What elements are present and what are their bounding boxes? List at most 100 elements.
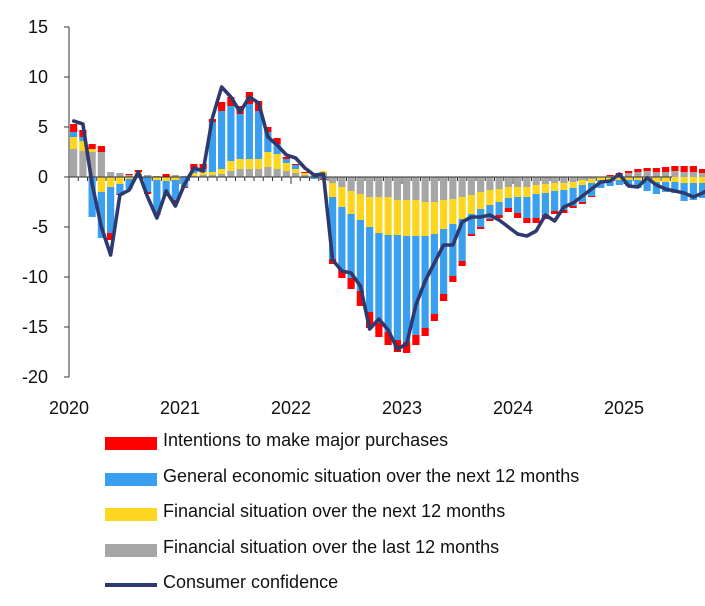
legend-label-consumer-confidence: Consumer confidence: [163, 572, 339, 592]
bar-intentions-to-make-major-purchases-58: [606, 175, 614, 176]
bar-financial-situation-over-the-last-12-months-49: [523, 177, 531, 187]
bar-financial-situation-over-the-next-12-months-67: [689, 177, 697, 183]
bar-general-economic-situation-over-the-next-12-months-11: [171, 180, 179, 200]
bar-financial-situation-over-the-last-12-months-68: [699, 173, 705, 177]
bar-financial-situation-over-the-next-12-months-46: [495, 189, 503, 202]
bar-financial-situation-over-the-last-12-months-66: [680, 172, 688, 177]
bar-financial-situation-over-the-next-12-months-28: [329, 183, 337, 197]
bar-intentions-to-make-major-purchases-54: [569, 206, 577, 208]
bar-financial-situation-over-the-last-12-months-19: [245, 169, 253, 177]
bar-general-economic-situation-over-the-next-12-months-26: [310, 177, 318, 179]
bar-financial-situation-over-the-next-12-months-51: [541, 184, 549, 193]
bar-intentions-to-make-major-purchases-33: [375, 323, 383, 337]
bar-general-economic-situation-over-the-next-12-months-9: [153, 180, 161, 212]
bar-financial-situation-over-the-next-12-months-4: [107, 177, 115, 187]
bar-financial-situation-over-the-last-12-months-37: [412, 177, 420, 200]
bar-financial-situation-over-the-next-12-months-5: [116, 177, 124, 184]
bar-intentions-to-make-major-purchases-67: [689, 166, 697, 172]
bar-financial-situation-over-the-next-12-months-11: [171, 177, 179, 180]
bar-financial-situation-over-the-next-12-months-30: [347, 191, 355, 214]
bar-general-economic-situation-over-the-next-12-months-21: [264, 132, 272, 152]
bar-intentions-to-make-major-purchases-63: [652, 168, 660, 172]
bar-financial-situation-over-the-next-12-months-36: [403, 200, 411, 236]
bar-financial-situation-over-the-next-12-months-68: [699, 177, 705, 183]
bar-intentions-to-make-major-purchases-34: [384, 332, 392, 345]
bar-intentions-to-make-major-purchases-6: [125, 174, 133, 175]
x-tick-label-2022: 2022: [271, 398, 311, 418]
bar-general-economic-situation-over-the-next-12-months-42: [458, 219, 466, 261]
bar-intentions-to-make-major-purchases-2: [88, 144, 96, 149]
bar-intentions-to-make-major-purchases-47: [504, 208, 512, 212]
bar-intentions-to-make-major-purchases-60: [625, 171, 633, 173]
bar-general-economic-situation-over-the-next-12-months-68: [699, 183, 705, 198]
bar-general-economic-situation-over-the-next-12-months-5: [116, 184, 124, 194]
bar-financial-situation-over-the-next-12-months-64: [662, 177, 670, 182]
bar-intentions-to-make-major-purchases-24: [292, 164, 300, 165]
bar-financial-situation-over-the-last-12-months-4: [107, 172, 115, 177]
bar-financial-situation-over-the-next-12-months-39: [430, 202, 438, 234]
bar-financial-situation-over-the-next-12-months-6: [125, 177, 133, 179]
bar-financial-situation-over-the-last-12-months-24: [292, 173, 300, 177]
bar-general-economic-situation-over-the-next-12-months-29: [338, 207, 346, 270]
bar-general-economic-situation-over-the-next-12-months-48: [514, 197, 522, 213]
bar-general-economic-situation-over-the-next-12-months-18: [236, 114, 244, 159]
bar-intentions-to-make-major-purchases-0: [70, 124, 78, 132]
bar-financial-situation-over-the-last-12-months-55: [578, 177, 586, 180]
x-tick-label-2023: 2023: [382, 398, 422, 418]
bar-general-economic-situation-over-the-next-12-months-67: [689, 183, 697, 200]
bar-financial-situation-over-the-last-12-months-3: [97, 152, 105, 177]
bar-intentions-to-make-major-purchases-62: [643, 168, 651, 171]
bar-general-economic-situation-over-the-next-12-months-22: [273, 144, 281, 154]
bar-financial-situation-over-the-next-12-months-18: [236, 159, 244, 169]
bar-intentions-to-make-major-purchases-46: [495, 215, 503, 218]
bar-financial-situation-over-the-last-12-months-30: [347, 177, 355, 191]
bar-financial-situation-over-the-last-12-months-52: [551, 177, 559, 183]
bar-intentions-to-make-major-purchases-61: [634, 169, 642, 172]
bar-intentions-to-make-major-purchases-4: [107, 233, 115, 240]
bar-financial-situation-over-the-next-12-months-47: [504, 187, 512, 198]
bar-financial-situation-over-the-next-12-months-35: [393, 200, 401, 235]
bar-general-economic-situation-over-the-next-12-months-58: [606, 180, 614, 186]
bar-general-economic-situation-over-the-next-12-months-23: [282, 159, 290, 163]
bar-financial-situation-over-the-next-12-months-56: [588, 179, 596, 183]
bar-general-economic-situation-over-the-next-12-months-34: [384, 235, 392, 332]
bar-general-economic-situation-over-the-next-12-months-16: [218, 111, 226, 169]
bar-financial-situation-over-the-next-12-months-57: [597, 177, 605, 180]
bar-intentions-to-make-major-purchases-37: [412, 335, 420, 345]
bar-financial-situation-over-the-last-12-months-16: [218, 174, 226, 177]
bar-general-economic-situation-over-the-next-12-months-62: [643, 181, 651, 191]
bar-general-economic-situation-over-the-next-12-months-33: [375, 233, 383, 323]
bar-general-economic-situation-over-the-next-12-months-0: [70, 132, 78, 137]
bar-financial-situation-over-the-next-12-months-50: [532, 185, 540, 194]
bar-financial-situation-over-the-next-12-months-0: [70, 137, 78, 149]
bar-financial-situation-over-the-last-12-months-35: [393, 177, 401, 200]
bar-intentions-to-make-major-purchases-52: [551, 211, 559, 214]
bars: [70, 92, 705, 353]
bar-financial-situation-over-the-last-12-months-29: [338, 177, 346, 187]
bar-financial-situation-over-the-last-12-months-53: [560, 177, 568, 183]
bar-general-economic-situation-over-the-next-12-months-2: [88, 177, 96, 217]
bar-intentions-to-make-major-purchases-31: [356, 291, 364, 306]
bar-general-economic-situation-over-the-next-12-months-53: [560, 190, 568, 210]
bar-financial-situation-over-the-last-12-months-32: [366, 177, 374, 197]
bar-financial-situation-over-the-next-12-months-3: [97, 177, 105, 192]
bar-financial-situation-over-the-next-12-months-38: [421, 202, 429, 236]
bar-financial-situation-over-the-next-12-months-65: [671, 177, 679, 182]
bar-intentions-to-make-major-purchases-29: [338, 270, 346, 278]
bar-financial-situation-over-the-last-12-months-39: [430, 177, 438, 202]
bar-general-economic-situation-over-the-next-12-months-32: [366, 227, 374, 312]
bar-financial-situation-over-the-next-12-months-19: [245, 159, 253, 169]
bar-financial-situation-over-the-last-12-months-60: [625, 173, 633, 177]
bar-financial-situation-over-the-next-12-months-44: [477, 192, 485, 209]
bar-financial-situation-over-the-next-12-months-1: [79, 141, 87, 151]
bar-financial-situation-over-the-last-12-months-64: [662, 172, 670, 177]
legend-swatch-major-purchases: [105, 437, 157, 450]
y-tick-label-3: 0: [38, 167, 48, 187]
bar-general-economic-situation-over-the-next-12-months-45: [486, 205, 494, 219]
bar-financial-situation-over-the-last-12-months-6: [125, 175, 133, 177]
bar-financial-situation-over-the-last-12-months-51: [541, 177, 549, 184]
bar-intentions-to-make-major-purchases-50: [532, 218, 540, 223]
bar-general-economic-situation-over-the-next-12-months-19: [245, 104, 253, 159]
bar-financial-situation-over-the-next-12-months-49: [523, 187, 531, 197]
bar-financial-situation-over-the-last-12-months-8: [144, 175, 152, 177]
